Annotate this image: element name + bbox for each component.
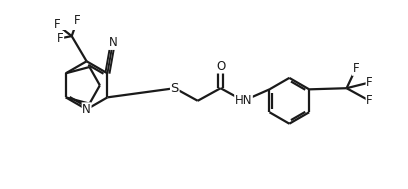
Text: N: N <box>82 103 91 116</box>
Text: F: F <box>366 76 373 89</box>
Text: F: F <box>353 62 359 75</box>
Text: HN: HN <box>235 94 252 107</box>
Text: O: O <box>216 60 225 73</box>
Text: F: F <box>57 32 64 45</box>
Text: N: N <box>109 36 117 49</box>
Text: F: F <box>53 18 60 31</box>
Text: F: F <box>74 14 81 26</box>
Text: F: F <box>366 94 373 107</box>
Text: S: S <box>171 82 179 95</box>
